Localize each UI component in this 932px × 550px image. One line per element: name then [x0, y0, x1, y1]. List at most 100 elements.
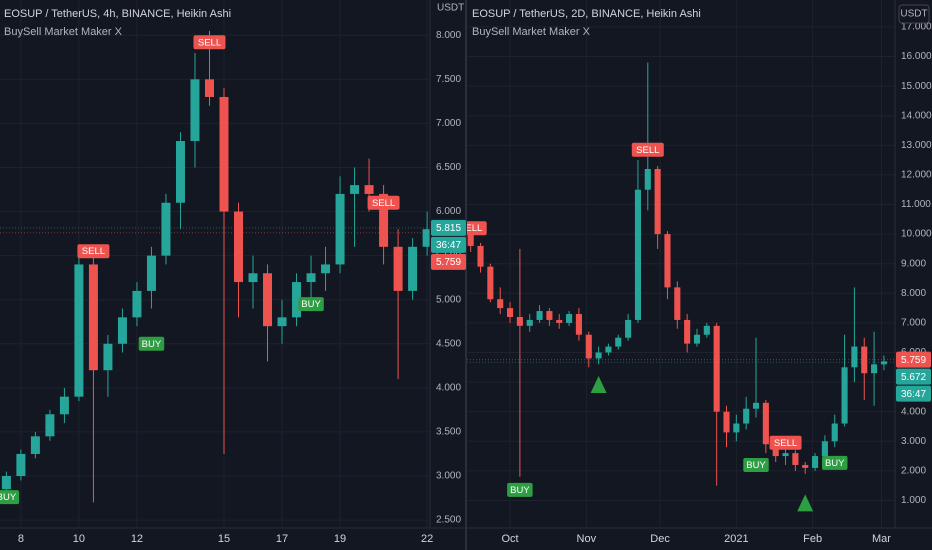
- y-tick-label: 4.000: [436, 382, 461, 393]
- candle-body: [526, 319, 533, 326]
- candle-body: [654, 168, 661, 235]
- candle-body: [821, 441, 828, 457]
- y-tick-label: 6.000: [436, 206, 461, 217]
- candle-body: [393, 246, 403, 291]
- candle-body: [556, 319, 563, 323]
- candle-body: [752, 402, 760, 409]
- x-tick-label: Dec: [650, 533, 670, 545]
- candle-body: [831, 423, 838, 442]
- candle-body: [292, 282, 302, 318]
- y-tick-label: 2.500: [436, 515, 461, 526]
- x-tick-label: 19: [334, 533, 346, 545]
- signal-box: [138, 336, 165, 351]
- x-tick-label: 12: [131, 533, 143, 545]
- plot-area: BUY SELL BUY SELL BUY SELL: [0, 30, 430, 505]
- candle-body: [605, 346, 612, 353]
- candle-body: [103, 343, 113, 371]
- signal-label: SELL: [82, 246, 105, 257]
- candle-body: [306, 273, 316, 283]
- x-tick-label: 15: [218, 533, 230, 545]
- candle-body: [88, 264, 98, 371]
- grid-layer: [467, 0, 895, 528]
- y-tick-label: 5.000: [436, 294, 461, 305]
- signal-label: SELL: [774, 438, 797, 449]
- y-tick-label: 6.500: [436, 162, 461, 173]
- candle-body: [379, 193, 389, 247]
- price-tag: [431, 253, 466, 270]
- candle-body: [74, 264, 84, 397]
- candle-body: [59, 396, 69, 415]
- plot-area: SELL BUY SELL BUY SELL BUY: [459, 62, 895, 512]
- candle-body: [772, 444, 779, 457]
- signal-box: [769, 435, 802, 450]
- signal-label: BUY: [0, 492, 17, 503]
- signal-box: [193, 35, 226, 50]
- axis-layer: 1.0002.0003.0004.0005.0006.0007.0008.000…: [501, 22, 932, 545]
- candle-body: [644, 168, 651, 190]
- candle-body: [880, 361, 887, 365]
- candle-body: [45, 414, 55, 437]
- candle-body: [723, 411, 730, 433]
- candle-body: [802, 464, 809, 468]
- candle-body: [841, 367, 848, 424]
- candle-body: [762, 402, 769, 445]
- candle-body: [219, 96, 229, 212]
- candle-body: [703, 325, 710, 335]
- candle-body: [693, 334, 701, 344]
- axis-layer: 2.5003.0003.5004.0004.5005.0005.5006.000…: [18, 30, 466, 545]
- x-tick-label: Nov: [577, 533, 597, 545]
- y-tick-label: 1.000: [901, 495, 926, 506]
- candle-body: [487, 266, 494, 300]
- y-tick-label: 7.000: [901, 318, 926, 329]
- candle-body: [477, 245, 484, 267]
- y-tick-label: 2.000: [901, 466, 926, 477]
- candle-body: [506, 308, 514, 317]
- price-tag-label: 5.759: [901, 355, 926, 366]
- y-tick-label: 10.000: [901, 229, 932, 240]
- candle-body: [634, 189, 642, 320]
- candle-body: [743, 408, 750, 424]
- chart-subtitle: BuySell Market Maker X: [4, 26, 123, 38]
- signal-label: SELL: [636, 145, 659, 156]
- candle-body: [497, 299, 504, 309]
- y-tick-label: 16.000: [901, 51, 932, 62]
- y-tick-label: 4.500: [436, 338, 461, 349]
- y-tick-label: 7.500: [436, 74, 461, 85]
- candle-body: [733, 423, 740, 433]
- candle-body: [861, 346, 868, 374]
- price-tag-label: 5.759: [436, 257, 461, 268]
- price-tag-label: 5.815: [436, 223, 461, 234]
- candle-body: [575, 314, 582, 335]
- signal-box: [821, 455, 848, 470]
- signal-triangle: [590, 376, 607, 394]
- signal-label: BUY: [142, 339, 162, 350]
- candle-body: [132, 290, 142, 318]
- candle-body: [536, 311, 543, 320]
- signal-box: [743, 457, 769, 472]
- axis-label: USDT: [437, 3, 464, 14]
- x-tick-label: 17: [276, 533, 288, 545]
- candle-body: [684, 319, 691, 344]
- y-tick-label: 3.500: [436, 427, 461, 438]
- candle-body: [792, 453, 799, 465]
- x-tick-label: 8: [18, 533, 24, 545]
- candle-body: [1, 475, 11, 490]
- signal-box: [77, 244, 110, 259]
- candle-body: [674, 287, 681, 320]
- candle-body: [146, 255, 156, 291]
- x-tick-label: Mar: [872, 533, 891, 545]
- candle-body: [812, 456, 819, 468]
- price-tag-label: 5.672: [901, 372, 926, 383]
- price-tag: [431, 219, 466, 236]
- signal-triangle: [797, 494, 814, 512]
- candle-body: [277, 317, 287, 327]
- y-tick-label: 4.000: [901, 406, 926, 417]
- signal-label: SELL: [459, 223, 482, 234]
- price-tag: [896, 385, 931, 402]
- price-tag: [896, 368, 931, 385]
- candle-body: [595, 352, 602, 359]
- price-tag-label: 36:47: [901, 389, 926, 400]
- candle-body: [422, 229, 430, 247]
- chart-subtitle: BuySell Market Maker X: [472, 26, 591, 38]
